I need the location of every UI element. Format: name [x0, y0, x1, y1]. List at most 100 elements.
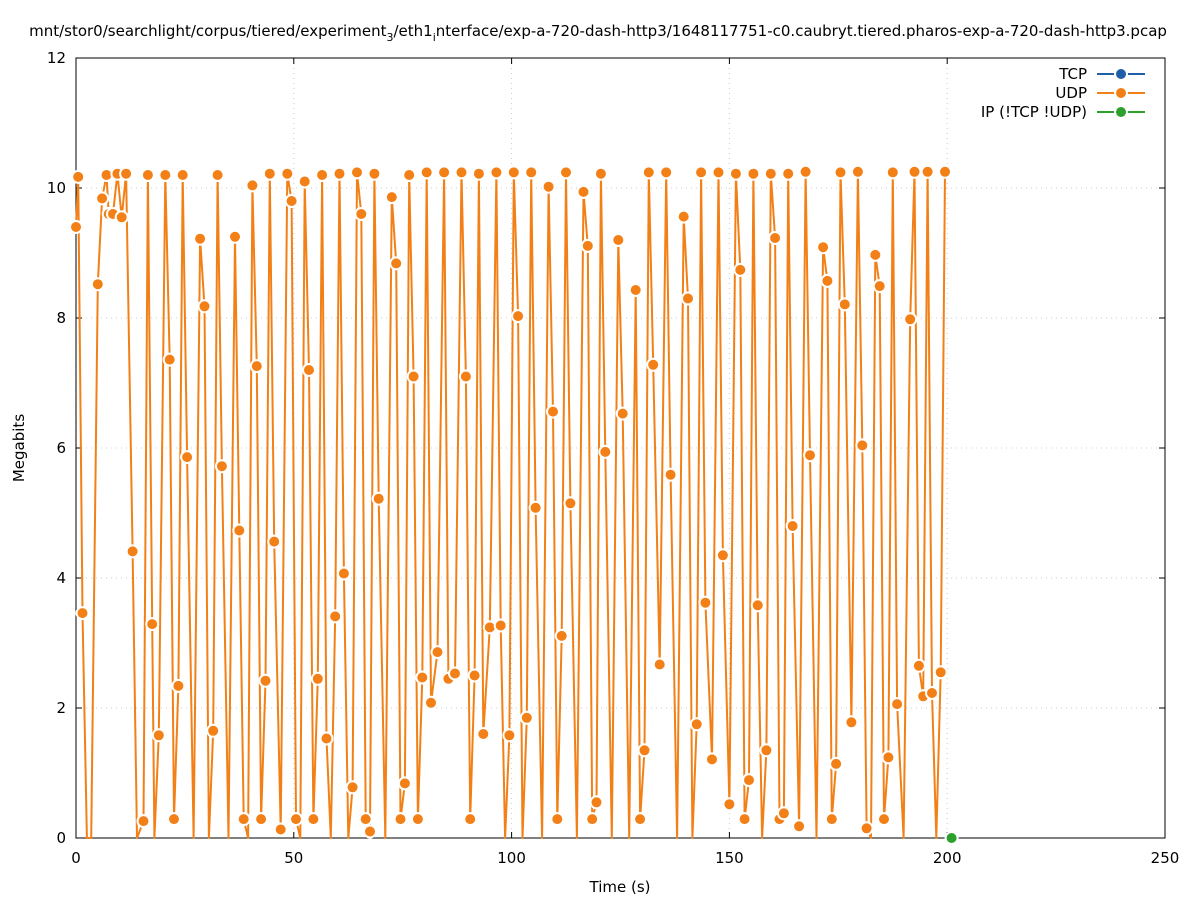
data-point: [310, 671, 325, 686]
data-point: [844, 715, 859, 730]
data-point: [419, 165, 434, 180]
data-point: [816, 240, 831, 255]
data-point: [589, 795, 604, 810]
y-axis-label: Megabits: [10, 414, 28, 482]
data-point: [90, 277, 105, 292]
data-point: [737, 812, 752, 827]
data-point: [593, 166, 608, 181]
data-point: [162, 352, 177, 367]
data-point: [750, 598, 765, 613]
data-point: [837, 297, 852, 312]
data-point: [511, 309, 526, 324]
data-point: [663, 467, 678, 482]
data-point: [214, 459, 229, 474]
data-point: [576, 184, 591, 199]
data-point: [881, 750, 896, 765]
data-point: [167, 812, 181, 827]
data-point: [833, 165, 848, 180]
data-point: [136, 814, 151, 829]
data-point: [506, 165, 521, 180]
data-point: [197, 299, 212, 314]
data-point: [448, 666, 462, 681]
data-point: [546, 404, 560, 419]
data-point: [938, 164, 952, 179]
data-point: [345, 780, 360, 795]
data-point: [175, 168, 190, 182]
data-point: [415, 670, 430, 685]
y-tick-label: 4: [56, 569, 66, 587]
data-point: [652, 657, 667, 672]
data-point: [193, 231, 208, 246]
data-point: [262, 166, 277, 181]
data-point: [232, 523, 247, 538]
data-point: [476, 727, 491, 741]
y-tick-label: 12: [47, 49, 66, 67]
data-point: [519, 710, 534, 725]
x-tick-label: 200: [933, 849, 962, 867]
data-point: [424, 695, 438, 710]
y-tick-label: 2: [56, 699, 66, 717]
data-point: [249, 359, 264, 374]
x-tick-label: 250: [1151, 849, 1180, 867]
data-point: [829, 756, 844, 771]
data-point: [563, 496, 578, 511]
data-point: [358, 812, 373, 827]
data-point: [944, 831, 959, 845]
data-point: [722, 797, 737, 812]
data-point: [785, 519, 800, 533]
data-point: [463, 812, 478, 827]
data-point: [580, 238, 595, 253]
data-point: [280, 166, 295, 181]
y-axis: 0 2 4 6 8 10 12: [47, 49, 1165, 847]
data-point: [633, 812, 648, 827]
data-point: [397, 776, 412, 791]
legend-marker: [1114, 86, 1128, 100]
data-point: [319, 731, 334, 746]
data-point: [306, 812, 321, 827]
data-point: [384, 190, 399, 205]
data-point: [350, 165, 364, 180]
data-point: [694, 165, 709, 180]
legend-item: TCP: [1058, 65, 1145, 83]
data-point: [733, 262, 748, 277]
data-point: [792, 819, 807, 834]
data-point: [705, 752, 719, 767]
data-point: [850, 164, 865, 179]
data-point: [151, 728, 166, 743]
data-point: [820, 273, 835, 288]
data-point: [746, 166, 761, 181]
data-point: [489, 165, 504, 180]
data-point: [145, 617, 160, 632]
data-point: [585, 812, 600, 827]
data-point: [907, 164, 922, 179]
data-point: [69, 220, 83, 234]
data-point: [119, 166, 134, 181]
data-point: [920, 164, 935, 179]
data-point: [467, 668, 482, 683]
data-point: [524, 165, 539, 180]
data-point: [646, 357, 661, 372]
x-tick-label: 150: [715, 849, 744, 867]
data-point: [158, 168, 173, 182]
data-point: [410, 812, 425, 827]
data-point: [711, 165, 726, 180]
data-point: [125, 544, 140, 559]
legend-item: IP (!TCP !UDP): [981, 103, 1145, 121]
x-tick-label: 50: [284, 849, 303, 867]
data-point: [328, 609, 343, 624]
data-point: [689, 717, 704, 732]
legend-marker: [1114, 67, 1128, 81]
y-tick-label: 0: [56, 829, 66, 847]
chart-title: mnt/stor0/searchlight/corpus/tiered/expe…: [29, 22, 1167, 44]
series-ip-tcp-udp-: [944, 831, 959, 845]
data-point: [289, 812, 303, 827]
data-point: [541, 179, 556, 194]
data-point: [659, 165, 674, 180]
data-point: [206, 723, 221, 738]
data-point: [885, 165, 900, 180]
data-point: [354, 207, 369, 221]
data-point: [471, 166, 486, 181]
data-point: [641, 165, 656, 180]
